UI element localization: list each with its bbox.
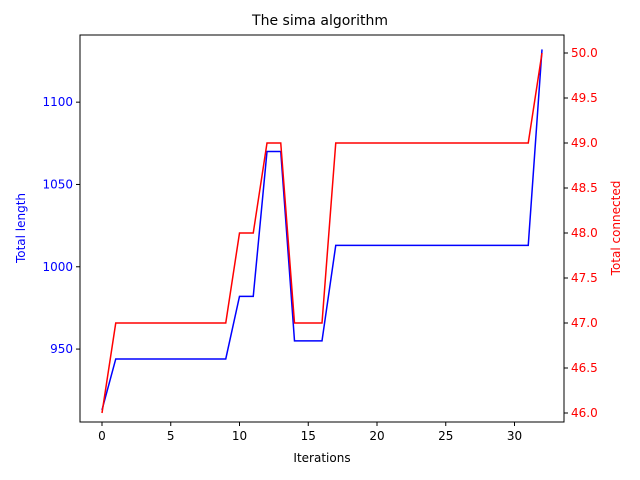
y-left-tick-label: 1000 (42, 260, 73, 274)
x-tick-label: 15 (301, 429, 316, 443)
y-right-tick-label: 48.5 (571, 181, 598, 195)
y-left-tick-label: 1100 (42, 95, 73, 109)
y-right-tick-label: 47.0 (571, 316, 598, 330)
x-tick-label: 20 (369, 429, 384, 443)
y-right-tick-label: 46.0 (571, 406, 598, 420)
plot-frame (79, 34, 565, 423)
x-tick-label: 5 (167, 429, 175, 443)
y-right-tick-label: 48.0 (571, 226, 598, 240)
y-axis-right-label: Total connected (609, 181, 623, 277)
y-axis-right: 46.0 46.5 47.0 47.5 48.0 48.5 49.0 49.5 50.0 (564, 46, 598, 420)
series-line-left (101, 49, 543, 411)
y-left-tick-label: 1050 (42, 177, 73, 191)
x-tick-label: 10 (232, 429, 247, 443)
y-left-tick-label: 950 (50, 342, 73, 356)
x-tick-label: 30 (507, 429, 522, 443)
y-right-tick-label: 47.5 (571, 271, 598, 285)
x-tick-label: 0 (98, 429, 106, 443)
x-tick-label: 25 (438, 429, 453, 443)
x-axis: 0 5 10 15 20 25 30 (98, 422, 522, 443)
y-right-tick-label: 50.0 (571, 46, 598, 60)
chart-title: The sima algorithm (251, 13, 388, 29)
y-axis-left-label: Total length (14, 193, 28, 264)
y-right-tick-label: 49.0 (571, 136, 598, 150)
y-axis-left: 950 1000 1050 1100 (42, 95, 80, 356)
x-axis-label: Iterations (293, 451, 350, 465)
y-right-tick-label: 46.5 (571, 361, 598, 375)
y-right-tick-label: 49.5 (571, 91, 598, 105)
plot-area (101, 49, 543, 414)
series-line-right (101, 52, 543, 414)
